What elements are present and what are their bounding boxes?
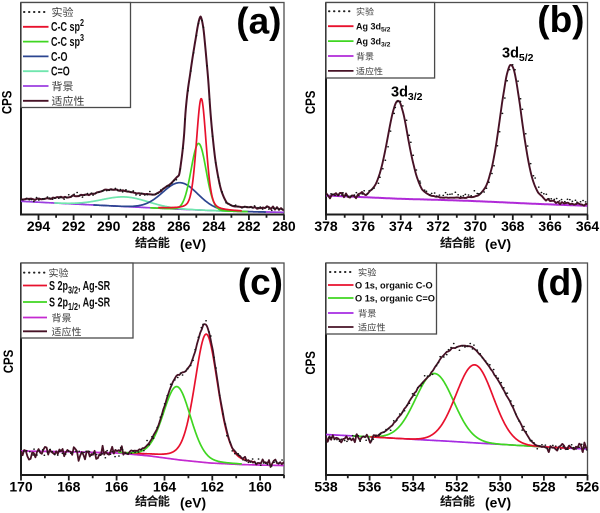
svg-text:526: 526 [576, 479, 600, 495]
svg-text:286: 286 [167, 218, 191, 234]
svg-text:368: 368 [501, 218, 525, 234]
svg-text:C-C sp2: C-C sp2 [51, 17, 84, 35]
svg-text:(eV): (eV) [485, 237, 511, 252]
svg-text:(b): (b) [537, 0, 584, 40]
svg-text:166: 166 [105, 479, 129, 495]
svg-text:CPS: CPS [1, 350, 16, 374]
svg-text:CPS: CPS [303, 91, 318, 115]
svg-text:366: 366 [538, 218, 562, 234]
svg-text:S 2p1/2, Ag-SR: S 2p1/2, Ag-SR [49, 296, 110, 312]
svg-text:530: 530 [489, 479, 513, 495]
svg-text:O 1s, organic C=O: O 1s, organic C=O [355, 293, 435, 303]
svg-text:(a): (a) [236, 1, 281, 42]
svg-text:532: 532 [445, 479, 469, 495]
svg-text:160: 160 [248, 479, 272, 495]
svg-text:374: 374 [389, 218, 413, 234]
svg-text:294: 294 [27, 218, 51, 234]
svg-text:282: 282 [237, 218, 261, 234]
svg-text:284: 284 [202, 218, 226, 234]
svg-text:C-O: C-O [51, 50, 67, 64]
svg-text:536: 536 [358, 479, 382, 495]
svg-text:(eV): (eV) [180, 495, 206, 510]
svg-text:(d): (d) [536, 262, 583, 303]
svg-text:288: 288 [132, 218, 156, 234]
svg-text:378: 378 [314, 218, 338, 234]
svg-text:280: 280 [272, 218, 296, 234]
svg-text:538: 538 [314, 479, 338, 495]
svg-text:CPS: CPS [303, 351, 318, 375]
svg-text:(eV): (eV) [485, 495, 511, 510]
svg-text:534: 534 [402, 479, 426, 495]
svg-text:370: 370 [464, 218, 488, 234]
svg-text:164: 164 [153, 479, 177, 495]
svg-text:O 1s, organic C-O: O 1s, organic C-O [355, 280, 433, 290]
svg-text:S 2p3/2, Ag-SR: S 2p3/2, Ag-SR [49, 280, 110, 296]
svg-text:372: 372 [426, 218, 450, 234]
svg-text:(c): (c) [238, 262, 283, 303]
svg-text:292: 292 [62, 218, 86, 234]
svg-text:C=O: C=O [51, 65, 70, 79]
svg-text:C-C sp3: C-C sp3 [51, 32, 84, 50]
svg-text:168: 168 [57, 479, 81, 495]
svg-text:170: 170 [9, 479, 33, 495]
svg-text:162: 162 [201, 479, 225, 495]
svg-text:364: 364 [576, 218, 600, 234]
svg-text:528: 528 [532, 479, 556, 495]
svg-text:(eV): (eV) [180, 237, 206, 252]
svg-text:376: 376 [352, 218, 376, 234]
svg-text:CPS: CPS [0, 91, 15, 115]
svg-text:290: 290 [97, 218, 121, 234]
